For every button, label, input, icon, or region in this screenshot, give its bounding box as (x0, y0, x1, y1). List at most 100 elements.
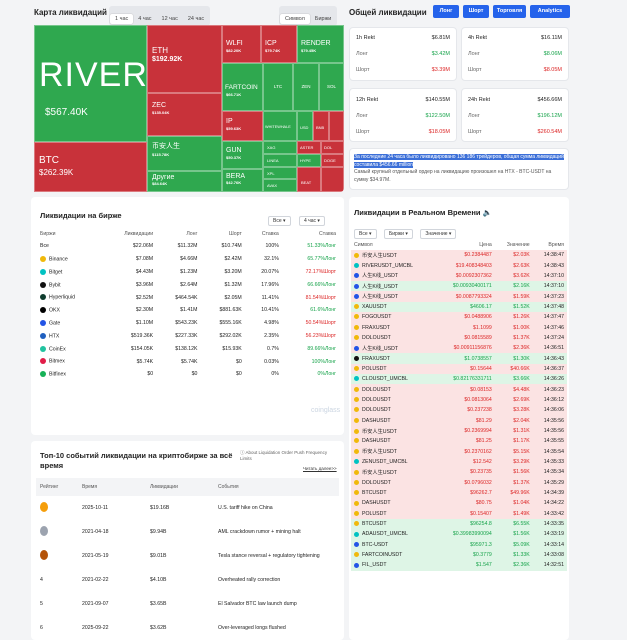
tab-24h[interactable]: 24 час (187, 16, 205, 22)
sound-icon[interactable]: 🔈 (482, 208, 492, 217)
tab-4h[interactable]: 4 час (138, 16, 152, 22)
table-row[interactable]: Bitmex $5.74K $5.74K $0 0.03% 100%Лонг (37, 355, 339, 368)
period-select[interactable]: 4 час ▾ (298, 216, 325, 226)
exchange-filter-select[interactable]: Все ▾ (268, 216, 291, 226)
tile-sol[interactable]: SOL (319, 63, 344, 111)
short-button[interactable]: Шорт (463, 5, 489, 18)
tile-bera[interactable]: BERA $42.76K (222, 169, 263, 192)
trade-button[interactable]: Торговля (493, 5, 526, 18)
col-rate: Ставка (261, 231, 279, 237)
table-row[interactable]: 人生K线_USDT $0.0092307362 $3.62K 14:37:10 (351, 270, 567, 282)
tile-misc-2[interactable] (321, 167, 344, 192)
time-cell: 14:35:56 (532, 415, 567, 426)
table-row[interactable]: Hyperliquid $2.52M $464.54K $2.05M 11.41% 81.… (37, 291, 339, 304)
tile-usd[interactable]: USD (297, 111, 313, 141)
value-cell: $2.03K (494, 250, 533, 261)
tile-eth[interactable]: ETH $192.92K (147, 25, 222, 93)
tile-binance-life[interactable]: 币安人生 $115.78K (147, 136, 222, 171)
tile-bnb[interactable]: BNB (313, 111, 329, 141)
table-row[interactable]: Bitget $4.43M $1.23M $3.20M 20.07% 72.17%Шорт (37, 266, 339, 279)
table-row[interactable]: FARTCOINUSDT $0.3779 $1.33K 14:33:08 (351, 549, 567, 561)
table-row[interactable]: DASHUSDT $81.29 $2.04K 14:35:56 (351, 415, 567, 426)
table-row[interactable]: POLUSDT $0.15644 $40.66K 14:36:37 (351, 363, 567, 375)
tile-icp[interactable]: ICP $79.74K (261, 25, 297, 63)
tile-aster[interactable]: ASTER (297, 141, 321, 154)
tile-river[interactable]: RIVER $567.40K (34, 25, 147, 142)
table-row[interactable]: FOGOUSDT $0.0488906 $1.26K 14:37:47 (351, 312, 567, 323)
tile-ltc[interactable]: LTC (263, 63, 293, 111)
table-row[interactable]: DOLOUSDT $0.0815589 $1.37K 14:37:24 (351, 332, 567, 344)
tile-avax[interactable]: AVAX (263, 179, 297, 192)
table-row[interactable]: Binance $7.08M $4.66M $2.42M 32.1% 65.77%Лонг (37, 253, 339, 266)
tile-render[interactable]: RENDER $79.45K (297, 25, 344, 63)
stat-label: 12h Rekt (356, 97, 379, 103)
table-row[interactable]: FRAXUSDT $1.0738557 $1.30K 14:36:43 (351, 353, 567, 364)
tile-fartcoin[interactable]: FARTCOIN $66.71K (222, 63, 263, 111)
table-row[interactable]: DOLOUSDT $0.237238 $3.28K 14:36:06 (351, 405, 567, 416)
table-row[interactable]: ZENUSDT_UMCBL $12.542 $3.29K 14:35:33 (351, 456, 567, 468)
table-row[interactable]: DOLOUSDT $0.08153 $4.48K 14:36:23 (351, 384, 567, 395)
tile-zec[interactable]: ZEC $135.04K (147, 93, 222, 136)
exchange-logo-icon (354, 335, 359, 341)
tile-misc-1[interactable] (329, 111, 344, 141)
table-row[interactable]: RIVERUSDT_UMCBL $19.408348403 $2.63K 14:38:… (351, 260, 567, 271)
table-row[interactable]: DASHUSDT $80.75 $1.04K 14:34:22 (351, 498, 567, 509)
col-rank: Рейтинг (36, 478, 78, 496)
tile-xpl[interactable]: XPL (263, 167, 297, 179)
realtime-title: Ликвидации в Реальном Времени 🔈 (354, 208, 492, 217)
table-row[interactable]: 人生K线_USDT $0.0087793324 $1.59K 14:37:23 (351, 291, 567, 302)
long-button[interactable]: Лонг (433, 5, 459, 18)
table-row[interactable]: XAUUSDT $4606.17 $1.52K 14:37:48 (351, 301, 567, 313)
table-row[interactable]: OKX $2.30M $1.41M $881.63K 10.41% 61.6%Лонг (37, 304, 339, 317)
realtime-filter-all[interactable]: Все ▾ (354, 229, 377, 239)
tile-others[interactable]: Другие $84.64K (147, 171, 222, 192)
table-row[interactable]: 币安人生USDT $0.2369994 $1.31K 14:35:56 (351, 425, 567, 437)
table-row[interactable]: FIL_USDT $1.547 $2.36K 14:32:51 (351, 560, 567, 571)
exchange-logo-icon (354, 376, 359, 382)
table-row[interactable]: ADAUSDT_UMCBL $0.39983990094 $1.56K 14:33:1… (351, 529, 567, 540)
tile-xag[interactable]: XAG (263, 141, 297, 154)
tile-zen[interactable]: ZEN (293, 63, 319, 111)
tab-1h[interactable]: 1 час (110, 14, 134, 24)
tile-ip[interactable]: IP $59.63K (222, 111, 263, 141)
table-row[interactable]: 币安人生USDT $0.2384487 $2.03K 14:38:47 (351, 250, 567, 261)
table-row[interactable]: DOLOUSDT $0.0813064 $2.69K 14:36:12 (351, 394, 567, 406)
tile-gun[interactable]: GUN $50.37K (222, 141, 263, 169)
tile-doge[interactable]: DOGE (321, 154, 344, 167)
table-row[interactable]: BTCUSDT $96262.7 $49.96K 14:34:39 (351, 487, 567, 499)
table-row[interactable]: CLOUSDT_UMCBL $0.82176331711 $3.66K 14:36:2… (351, 374, 567, 385)
tile-hype[interactable]: HYPE (297, 154, 321, 167)
table-row[interactable]: 币安人生USDT $0.2370162 $5.15K 14:35:54 (351, 446, 567, 457)
tile-wlfi[interactable]: WLFI $82.20K (222, 25, 261, 63)
table-row[interactable]: Bitfinex $0 $0 $0 0% 0%Лонг (37, 368, 339, 381)
tile-beat[interactable]: BEAT (297, 167, 321, 192)
tile-dol[interactable]: DOL (321, 141, 344, 154)
table-row[interactable]: BTCUSDT $96254.8 $6.55K 14:33:35 (351, 518, 567, 530)
table-row[interactable]: BTC-USDT $95971.3 $5.09K 14:33:14 (351, 539, 567, 550)
table-row[interactable]: Gate $1.10M $543.23K $555.16K 4.98% 50.54%Шор… (37, 317, 339, 330)
realtime-filter-exchange[interactable]: Биржи ▾ (383, 229, 413, 239)
table-row[interactable]: Bybit $3.96M $2.64M $1.32M 17.96% 66.66%Лонг (37, 278, 339, 291)
time-cell: 14:35:33 (532, 456, 567, 468)
analytics-button[interactable]: Analytics (530, 5, 570, 18)
table-row[interactable]: 人生K线_USDT $0.00930400171 $2.16K 14:37:10 (351, 281, 567, 292)
table-row[interactable]: DASHUSDT $81.25 $1.17K 14:35:55 (351, 436, 567, 447)
table-row[interactable]: 币安人生USDT $0.23735 $1.56K 14:35:34 (351, 467, 567, 478)
table-row[interactable]: CoinEx $154.05K $138.12K $15.93K 0.7% 89.66%Л… (37, 342, 339, 355)
tab-12h[interactable]: 12 час (161, 16, 178, 22)
tile-whitewhale[interactable]: WHITEWHALE (263, 111, 297, 141)
table-row[interactable]: FRAXUSDT $1.1099 $1.00K 14:37:46 (351, 322, 567, 333)
table-row[interactable]: POLUSDT $0.15407 $1.49K 14:33:42 (351, 508, 567, 519)
read-more-link[interactable]: Читать далее>> (303, 466, 337, 471)
realtime-filter-value[interactable]: Значение ▾ (420, 229, 457, 239)
tile-linea[interactable]: LINEA (263, 154, 297, 167)
value-cell: $1.04K (494, 498, 533, 509)
tile-btc[interactable]: BTC $262.39K (34, 142, 147, 192)
table-row[interactable]: Все $22.06M $11.32M $10.74M 100% 51.33%Лонг (37, 240, 339, 253)
table-row[interactable]: DOLOUSDT $0.0796032 $1.37K 14:35:29 (351, 477, 567, 488)
price-cell: $0.23735 (436, 467, 495, 478)
tab-exchanges[interactable]: Биржи (314, 16, 332, 22)
tab-symbol[interactable]: Символ (280, 14, 310, 24)
table-row[interactable]: HTX $519.36K $227.33K $292.02K 2.35% 56.23%Шо… (37, 330, 339, 343)
table-row[interactable]: 人生K线_USDT $0.00911156876 $2.36K 14:36:51 (351, 343, 567, 354)
